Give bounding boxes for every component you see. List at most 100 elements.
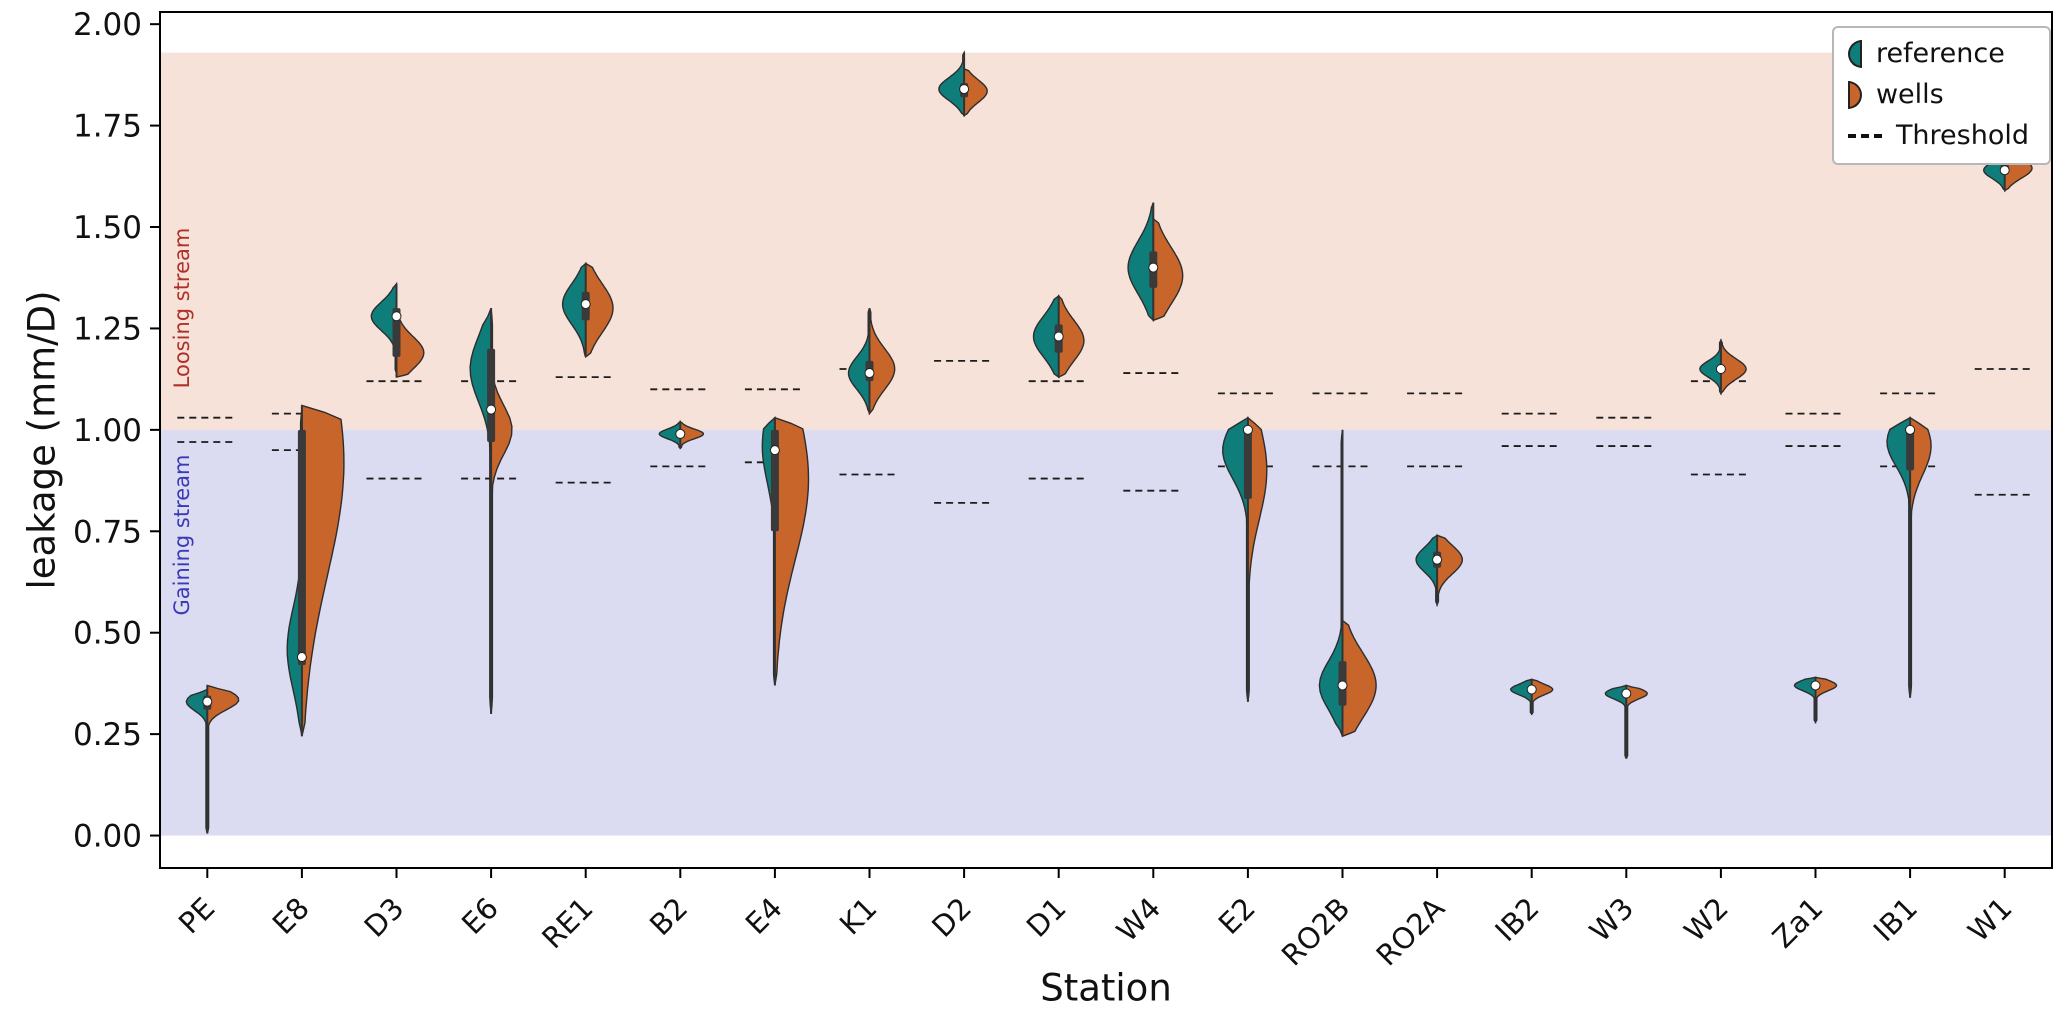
x-tick-label-K1: K1 — [833, 891, 884, 942]
x-tick-label-W3: W3 — [1583, 891, 1640, 948]
violin-wells-B2 — [679, 420, 705, 450]
x-tick-label-E8: E8 — [266, 891, 316, 941]
x-tick-label-E4: E4 — [739, 891, 789, 941]
median-dot-D3 — [391, 311, 402, 322]
violin-reference-W2 — [1699, 338, 1722, 396]
band-gaining — [160, 429, 2052, 836]
violin-wells-Za1 — [1814, 676, 1838, 724]
median-dot-Za1 — [1810, 680, 1821, 691]
violin-reference-Za1 — [1793, 676, 1817, 724]
violin-reference-K1 — [847, 307, 871, 414]
x-tick-label-RE1: RE1 — [535, 891, 599, 955]
violin-wells-E4 — [774, 416, 810, 686]
x-tick-label-IB2: IB2 — [1488, 891, 1545, 948]
violin-wells-W2 — [1720, 338, 1747, 395]
violin-wells-D1 — [1058, 294, 1085, 379]
violin-wells-E8 — [301, 404, 345, 737]
x-tick-label-W4: W4 — [1110, 891, 1167, 948]
median-dot-D2 — [959, 84, 970, 95]
median-dot-E2 — [1242, 424, 1253, 435]
iqr-box-E2 — [1243, 429, 1252, 499]
violin-reference-D3 — [370, 281, 398, 374]
violin-wells-RE1 — [585, 262, 614, 359]
violin-wells-W4 — [1152, 217, 1184, 322]
y-tick-label: 0.25 — [73, 717, 142, 753]
median-dot-D1 — [1053, 331, 1064, 342]
x-tick-label-B2: B2 — [643, 891, 694, 942]
plot-border — [159, 11, 2053, 869]
x-tick-label-E6: E6 — [455, 891, 505, 941]
reference-half-violin-icon — [1847, 39, 1862, 68]
legend-label-reference: reference — [1875, 38, 2005, 69]
violin-wells-D2 — [963, 67, 988, 117]
median-dot-RE1 — [580, 299, 591, 310]
legend-label-wells: wells — [1875, 79, 1944, 110]
violin-reference-E2 — [1222, 416, 1249, 702]
x-tick-label-IB1: IB1 — [1867, 891, 1924, 948]
violin-reference-D1 — [1032, 294, 1060, 379]
median-dot-W3 — [1621, 688, 1632, 699]
median-dot-RO2B — [1337, 680, 1348, 691]
violin-reference-B2 — [658, 420, 681, 450]
iqr-box-E4 — [770, 429, 779, 532]
threshold-dash-icon — [1847, 133, 1882, 138]
violin-wells-K1 — [868, 307, 896, 416]
violin-wells-IB1 — [1909, 416, 1932, 698]
violin-reference-E6 — [469, 307, 492, 714]
y-tick-label: 2.00 — [73, 7, 142, 43]
median-dot-K1 — [864, 368, 875, 379]
violin-reference-D2 — [938, 50, 965, 118]
median-dot-E8 — [296, 652, 307, 663]
violin-wells-IB2 — [1531, 678, 1554, 716]
x-tick-label-W1: W1 — [1961, 891, 2018, 948]
median-dot-B2 — [675, 428, 686, 439]
median-dot-W1 — [1999, 165, 2010, 176]
violin-wells-RO2A — [1436, 534, 1464, 607]
legend: reference wells Threshold — [1831, 26, 2051, 165]
legend-item-reference: reference — [1847, 38, 2029, 69]
violin-reference-RO2A — [1415, 533, 1438, 607]
y-tick-label: 1.25 — [73, 311, 142, 347]
y-tick-label: 1.50 — [73, 210, 142, 246]
y-tick-label: 0.00 — [73, 819, 142, 855]
violin-wells-RO2B — [1341, 619, 1377, 738]
violin-reference-IB2 — [1509, 678, 1533, 716]
y-tick-label: 1.00 — [73, 413, 142, 449]
x-tick-label-D3: D3 — [358, 891, 411, 944]
legend-item-wells: wells — [1847, 79, 2029, 110]
x-tick-label-RO2A: RO2A — [1370, 891, 1452, 973]
y-tick-label: 1.75 — [73, 109, 142, 145]
median-dot-W4 — [1148, 262, 1159, 273]
y-tick-label: 0.50 — [73, 616, 142, 652]
iqr-box-IB1 — [1906, 429, 1915, 471]
x-tick-label-Za1: Za1 — [1766, 891, 1830, 955]
median-dot-E4 — [769, 445, 780, 456]
y-tick-label: 0.75 — [73, 514, 142, 550]
x-axis-label: Station — [1040, 966, 1172, 1010]
median-dot-PE — [202, 696, 213, 707]
median-dot-IB2 — [1526, 684, 1537, 695]
x-tick-label-PE: PE — [172, 891, 221, 940]
gaining-stream-label: Gaining stream — [170, 454, 194, 616]
legend-item-threshold: Threshold — [1847, 120, 2029, 151]
iqr-box-E6 — [487, 348, 496, 443]
x-tick-label-E2: E2 — [1212, 891, 1262, 941]
x-tick-label-D2: D2 — [925, 891, 978, 944]
x-tick-label-D1: D1 — [1020, 891, 1073, 944]
legend-label-threshold: Threshold — [1895, 120, 2029, 151]
band-loosing — [160, 52, 2052, 430]
wells-half-violin-icon — [1847, 80, 1862, 109]
x-tick-label-RO2B: RO2B — [1275, 891, 1357, 973]
median-dot-IB1 — [1905, 424, 1916, 435]
y-axis-label: leakage (mm/D) — [20, 290, 64, 590]
violin-reference-RO2B — [1318, 429, 1344, 737]
x-tick-label-W2: W2 — [1677, 891, 1734, 948]
violin-wells-E2 — [1247, 416, 1268, 702]
median-dot-W2 — [1715, 364, 1726, 375]
violin-reference-RE1 — [561, 261, 587, 358]
median-dot-RO2A — [1432, 554, 1443, 565]
median-dot-E6 — [486, 404, 497, 415]
violin-reference-W4 — [1127, 202, 1154, 322]
